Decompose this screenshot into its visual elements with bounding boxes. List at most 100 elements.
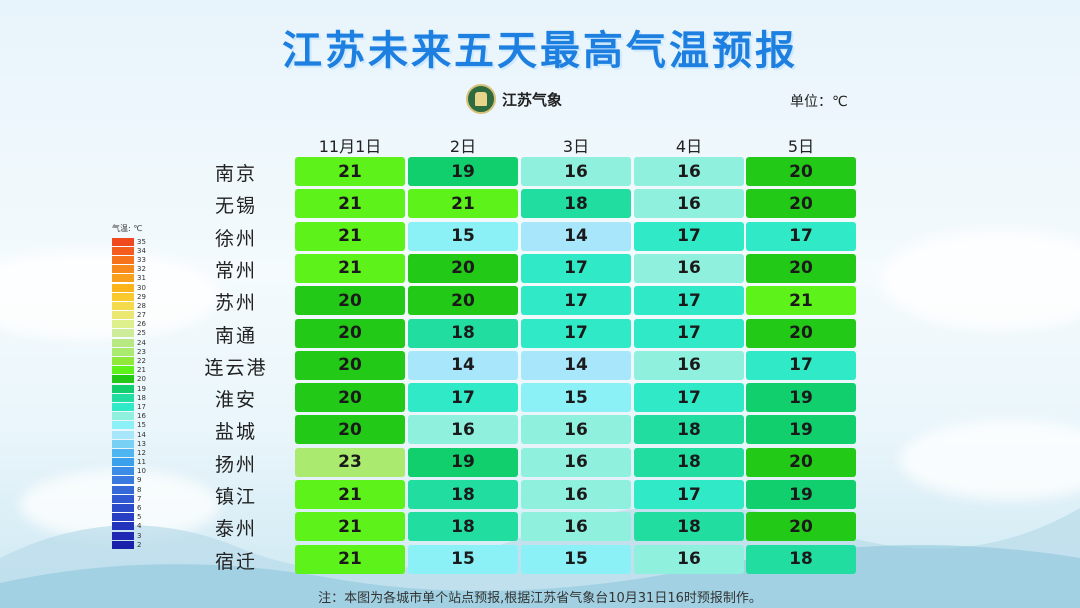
legend-swatch	[112, 412, 134, 421]
temperature-cell: 18	[408, 318, 518, 348]
temperature-cell: 15	[521, 544, 631, 574]
legend-swatch	[112, 283, 134, 292]
legend-level: 4	[137, 522, 142, 531]
legend-level: 7	[137, 494, 142, 503]
temperature-cell: 20	[408, 253, 518, 283]
legend-item: 24	[112, 338, 146, 347]
temperature-cell: 20	[295, 415, 405, 445]
legend-swatch	[112, 384, 134, 393]
legend-item: 10	[112, 467, 146, 476]
legend-level: 3	[137, 531, 142, 540]
city-label: 连云港	[204, 356, 268, 379]
legend-swatch	[112, 448, 134, 457]
city-label: 盐城	[214, 421, 257, 444]
temperature-cell: 16	[634, 544, 744, 574]
temperature-cell: 16	[521, 415, 631, 445]
legend-item: 23	[112, 347, 146, 356]
legend-swatch	[112, 274, 134, 283]
unit-label: 单位：℃	[790, 94, 848, 110]
legend-swatch	[112, 375, 134, 384]
legend-level: 35	[137, 237, 146, 246]
legend-level: 34	[137, 246, 146, 255]
temperature-cell: 16	[634, 350, 744, 380]
temperature-cell: 14	[408, 350, 518, 380]
legend-item: 3	[112, 531, 146, 540]
legend-level: 17	[137, 402, 146, 411]
legend-swatch	[112, 347, 134, 356]
legend-item: 16	[112, 412, 146, 421]
temperature-cell: 17	[521, 286, 631, 316]
legend-item: 22	[112, 356, 146, 366]
legend-swatch	[112, 237, 134, 246]
temperature-cell: 20	[746, 157, 856, 186]
city-label: 宿迁	[214, 550, 257, 573]
legend-item: 6	[112, 503, 146, 513]
legend-swatch	[112, 301, 134, 310]
temperature-cell: 17	[746, 221, 856, 251]
background-cloud	[0, 250, 220, 340]
temperature-cell: 18	[408, 512, 518, 542]
temperature-cell: 17	[634, 318, 744, 348]
legend-level: 32	[137, 265, 146, 274]
legend-swatch	[112, 513, 134, 522]
legend-level: 22	[137, 357, 146, 366]
legend-swatch	[112, 504, 134, 513]
day-header: 11月1日	[318, 137, 382, 156]
temperature-cell: 19	[746, 415, 856, 445]
temperature-cell: 21	[295, 157, 405, 186]
legend-swatch	[112, 338, 134, 347]
legend-level: 21	[137, 366, 146, 375]
legend-swatch	[112, 476, 134, 485]
legend-level: 13	[137, 439, 146, 448]
legend-item: 26	[112, 320, 146, 329]
temperature-cell: 15	[521, 383, 631, 413]
legend-level: 10	[137, 467, 146, 476]
temperature-cell: 20	[295, 383, 405, 413]
legend-swatch	[112, 246, 134, 255]
day-header: 4日	[675, 137, 703, 156]
temperature-cell: 23	[295, 447, 405, 477]
temperature-cell: 16	[521, 512, 631, 542]
temperature-cell: 18	[634, 512, 744, 542]
legend-item: 32	[112, 265, 146, 274]
legend-item: 9	[112, 476, 146, 485]
legend-level: 9	[137, 476, 142, 485]
legend-item: 27	[112, 311, 146, 320]
legend-swatch	[112, 485, 134, 494]
temperature-cell: 18	[408, 480, 518, 509]
legend-item: 28	[112, 301, 146, 310]
city-label: 扬州	[214, 453, 257, 476]
temperature-cell: 16	[408, 415, 518, 445]
background-cloud	[880, 230, 1080, 330]
temperature-cell: 20	[408, 286, 518, 316]
city-label: 镇江	[214, 486, 257, 508]
temperature-cell: 21	[295, 189, 405, 219]
legend-item: 31	[112, 274, 146, 283]
temperature-cell: 21	[295, 253, 405, 283]
page-title: 江苏未来五天最高气温预报	[282, 28, 798, 74]
city-label: 泰州	[214, 518, 257, 541]
footnote: 注：本图为各城市单个站点预报,根据江苏省气象台10月31日16时预报制作。	[318, 591, 762, 606]
legend-level: 28	[137, 301, 146, 310]
temperature-cell: 21	[295, 221, 405, 251]
temperature-cell: 14	[521, 350, 631, 380]
day-header: 2日	[449, 137, 477, 156]
legend-level: 33	[137, 255, 146, 264]
temperature-legend: 气温: ℃ 35 34 33 32 31 30 29 28 27 26 25 24 23 22 21 20 19…	[112, 223, 146, 549]
legend-item: 18	[112, 393, 146, 402]
temperature-cell: 19	[746, 480, 856, 509]
temperature-cell: 20	[295, 318, 405, 348]
temperature-cell: 17	[521, 318, 631, 348]
temperature-cell: 20	[746, 318, 856, 348]
legend-item: 13	[112, 439, 146, 448]
legend-item: 14	[112, 430, 146, 439]
city-label: 淮安	[214, 389, 257, 412]
legend-item: 25	[112, 329, 146, 338]
temperature-cell: 14	[521, 221, 631, 251]
temperature-cell: 16	[634, 253, 744, 283]
temperature-cell: 20	[746, 189, 856, 219]
legend-swatch	[112, 402, 134, 411]
legend-level: 11	[137, 458, 146, 467]
city-label: 苏州	[214, 292, 257, 315]
temperature-cell: 15	[408, 544, 518, 574]
